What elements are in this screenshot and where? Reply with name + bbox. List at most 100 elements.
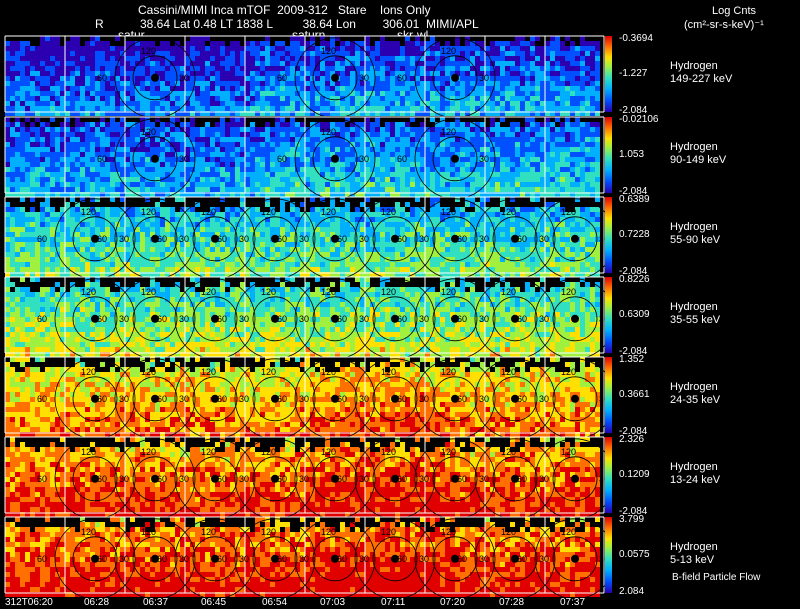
heatmap-cell <box>170 237 175 242</box>
heatmap-cell <box>280 122 285 127</box>
heatmap-cell <box>105 192 110 197</box>
heatmap-cell <box>75 227 80 232</box>
heatmap-cell <box>65 267 70 272</box>
heatmap-cell <box>320 187 325 192</box>
heatmap-cell <box>30 66 35 71</box>
heatmap-cell <box>270 86 275 91</box>
heatmap-cell <box>140 262 145 267</box>
heatmap-cell <box>465 192 470 197</box>
heatmap-cell <box>140 86 145 91</box>
heatmap-cell <box>375 91 380 96</box>
heatmap-cell <box>55 232 60 237</box>
heatmap-cell <box>265 147 270 152</box>
heatmap-cell <box>160 272 165 277</box>
heatmap-cell <box>320 262 325 267</box>
heatmap-cell <box>210 247 215 252</box>
heatmap-cell <box>305 262 310 267</box>
heatmap-cell <box>300 232 305 237</box>
heatmap-cell <box>205 267 210 272</box>
heatmap-cell <box>75 132 80 137</box>
heatmap-cell <box>570 177 575 182</box>
heatmap-cell <box>395 212 400 217</box>
heatmap-cell <box>210 222 215 227</box>
heatmap-cell <box>405 111 410 116</box>
heatmap-cell <box>275 61 280 66</box>
heatmap-cell <box>510 56 515 61</box>
heatmap-cell <box>270 272 275 277</box>
heatmap-cell <box>365 267 370 272</box>
heatmap-cell <box>60 222 65 227</box>
heatmap-cell <box>290 227 295 232</box>
heatmap-cell <box>575 122 580 127</box>
heatmap-cell <box>245 51 250 56</box>
heatmap-cell <box>445 106 450 111</box>
heatmap-cell <box>445 167 450 172</box>
heatmap-cell <box>155 162 160 167</box>
heatmap-cell <box>15 86 20 91</box>
heatmap-cell <box>420 247 425 252</box>
heatmap-cell <box>295 66 300 71</box>
heatmap-cell <box>70 157 75 162</box>
heatmap-cell <box>110 172 115 177</box>
heatmap-cell <box>425 217 430 222</box>
heatmap-cell <box>405 61 410 66</box>
heatmap-cell <box>110 101 115 106</box>
heatmap-cell <box>465 91 470 96</box>
heatmap-cell <box>125 252 130 257</box>
heatmap-cell <box>510 152 515 157</box>
heatmap-cell <box>135 217 140 222</box>
heatmap-cell <box>175 167 180 172</box>
heatmap-cell <box>280 86 285 91</box>
heatmap-cell <box>265 187 270 192</box>
heatmap-cell <box>290 117 295 122</box>
heatmap-cell <box>340 101 345 106</box>
heatmap-cell <box>415 227 420 232</box>
heatmap-cell <box>220 167 225 172</box>
heatmap-cell <box>100 232 105 237</box>
heatmap-cell <box>385 132 390 137</box>
heatmap-cell <box>230 111 235 116</box>
heatmap-cell <box>310 81 315 86</box>
heatmap-cell <box>70 262 75 267</box>
heatmap-cell <box>85 147 90 152</box>
heatmap-cell <box>395 137 400 142</box>
heatmap-cell <box>560 187 565 192</box>
heatmap-cell <box>355 212 360 217</box>
heatmap-cell <box>420 46 425 51</box>
heatmap-cell <box>225 86 230 91</box>
heatmap-cell <box>550 106 555 111</box>
heatmap-cell <box>225 56 230 61</box>
heatmap-cell <box>280 66 285 71</box>
heatmap-cell <box>395 46 400 51</box>
heatmap-cell <box>545 111 550 116</box>
heatmap-cell <box>395 267 400 272</box>
heatmap-cell <box>360 232 365 237</box>
heatmap-cell <box>420 106 425 111</box>
heatmap-cell <box>90 267 95 272</box>
heatmap-cell <box>375 96 380 101</box>
heatmap-cell <box>190 257 195 262</box>
heatmap-cell <box>390 207 395 212</box>
contour-label: 120 <box>321 46 336 56</box>
heatmap-cell <box>495 192 500 197</box>
heatmap-cell <box>565 76 570 81</box>
heatmap-cell <box>355 46 360 51</box>
heatmap-cell <box>115 207 120 212</box>
heatmap-cell <box>140 267 145 272</box>
heatmap-cell <box>75 267 80 272</box>
heatmap-cell <box>405 192 410 197</box>
heatmap-cell <box>145 227 150 232</box>
heatmap-cell <box>390 152 395 157</box>
heatmap-cell <box>585 157 590 162</box>
heatmap-cell <box>225 222 230 227</box>
heatmap-cell <box>165 262 170 267</box>
heatmap-cell <box>435 127 440 132</box>
heatmap-cell <box>375 257 380 262</box>
heatmap-cell <box>65 91 70 96</box>
heatmap-cell <box>575 137 580 142</box>
heatmap-cell <box>575 152 580 157</box>
heatmap-cell <box>305 267 310 272</box>
heatmap-cell <box>380 237 385 242</box>
heatmap-cell <box>55 36 60 41</box>
heatmap-cell <box>5 137 10 142</box>
